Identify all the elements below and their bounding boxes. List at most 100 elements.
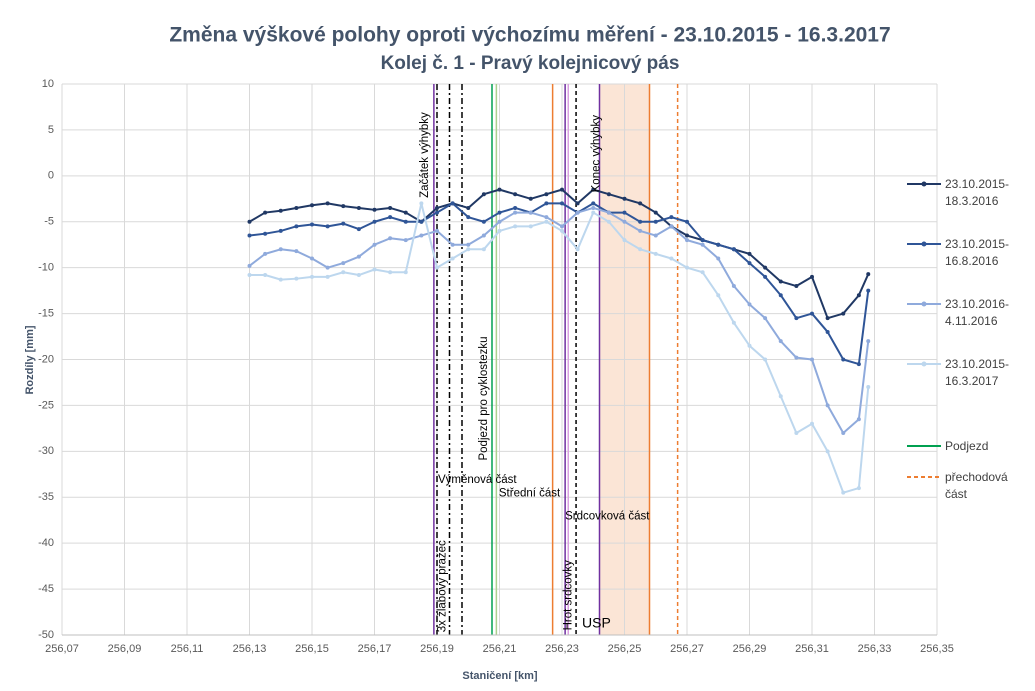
data-point <box>278 247 283 252</box>
data-point <box>591 187 596 192</box>
data-point <box>794 316 799 321</box>
y-tick-label: -20 <box>38 353 54 365</box>
data-point <box>466 205 471 210</box>
annotation: Podjezd pro cyklostezku <box>478 337 490 461</box>
data-point <box>810 357 814 362</box>
legend-swatch <box>907 301 941 307</box>
y-tick-label: -45 <box>38 583 54 595</box>
data-point <box>497 228 502 233</box>
data-point <box>747 302 752 307</box>
data-point <box>528 224 533 229</box>
legend-label: 23.10.2016-4.11.2016 <box>945 297 1010 328</box>
data-point <box>325 265 330 270</box>
data-point <box>435 210 439 215</box>
data-point <box>794 430 799 435</box>
data-point <box>341 261 346 266</box>
data-point <box>419 233 424 238</box>
data-point <box>372 207 377 212</box>
legend-item: 23.10.2015-16.8.2016 <box>905 236 1030 270</box>
x-tick-label: 256,31 <box>795 643 829 655</box>
data-point <box>513 192 518 197</box>
data-point <box>591 205 596 210</box>
data-point <box>825 449 830 454</box>
data-point <box>544 219 549 224</box>
data-point <box>747 343 752 348</box>
data-point <box>419 201 424 206</box>
data-point <box>653 219 658 224</box>
data-point <box>638 201 643 206</box>
y-tick-label: -50 <box>38 629 54 641</box>
data-point <box>294 224 299 229</box>
data-point <box>731 247 736 252</box>
data-point <box>638 247 643 252</box>
data-point <box>653 251 658 256</box>
data-point <box>341 221 346 226</box>
legend-label: Podjezd <box>945 439 989 453</box>
data-point <box>247 273 252 278</box>
data-point <box>310 256 314 261</box>
x-tick-label: 256,33 <box>858 643 892 655</box>
data-point <box>685 219 689 224</box>
x-axis-title: Staničení [km] <box>462 670 538 682</box>
y-tick-label: 0 <box>48 170 54 182</box>
data-point <box>669 215 674 220</box>
legend-swatch <box>907 445 941 447</box>
data-point <box>325 274 330 279</box>
data-point <box>685 265 689 270</box>
data-point <box>856 417 861 422</box>
data-point <box>435 205 439 210</box>
data-point <box>263 251 268 256</box>
annotation: Konec výhybky <box>590 115 602 193</box>
x-tick-label: 256,19 <box>420 643 454 655</box>
data-point <box>278 277 283 282</box>
data-point <box>778 293 783 298</box>
data-point <box>810 311 814 316</box>
legend-item: 23.10.2015-18.3.2016 <box>905 176 1030 210</box>
x-tick-label: 256,21 <box>483 643 517 655</box>
data-point <box>622 238 627 243</box>
data-point <box>388 236 393 241</box>
y-tick-label: -25 <box>38 399 54 411</box>
series-line <box>249 202 870 494</box>
data-point <box>700 238 705 243</box>
y-tick-label: -40 <box>38 537 54 549</box>
data-point <box>435 228 439 233</box>
data-point <box>606 210 611 215</box>
legend-item: 23.10.2016-4.11.2016 <box>905 296 1030 330</box>
data-point <box>841 430 846 435</box>
chart-subtitle: Kolej č. 1 - Pravý kolejnicový pás <box>381 53 680 74</box>
data-point <box>638 219 643 224</box>
data-point <box>356 273 361 278</box>
annotation: Výměnová část <box>438 474 517 486</box>
data-point <box>513 210 518 215</box>
data-point <box>294 276 299 281</box>
data-point <box>466 242 471 247</box>
data-point <box>310 222 314 227</box>
data-point <box>450 256 455 261</box>
legend-item: Podjezd <box>905 438 1030 455</box>
data-point <box>856 486 861 491</box>
data-point <box>388 205 393 210</box>
data-point <box>825 329 830 334</box>
data-point <box>606 219 611 224</box>
data-point <box>778 339 783 344</box>
y-tick-label: -30 <box>38 445 54 457</box>
data-point <box>388 215 393 220</box>
data-point <box>247 263 252 268</box>
data-point <box>575 210 580 215</box>
data-point <box>669 224 674 229</box>
data-point <box>685 233 689 238</box>
data-point <box>763 316 768 321</box>
data-point <box>278 208 283 213</box>
x-tick-label: 256,23 <box>545 643 579 655</box>
annotation: USP <box>582 615 611 631</box>
y-tick-label: -15 <box>38 307 54 319</box>
data-point <box>810 421 814 426</box>
legend-swatch <box>907 361 941 367</box>
legend-dot <box>921 181 927 187</box>
chart-title: Změna výškové polohy oproti výchozímu mě… <box>169 24 890 47</box>
data-point <box>325 201 330 206</box>
data-point <box>528 210 533 215</box>
